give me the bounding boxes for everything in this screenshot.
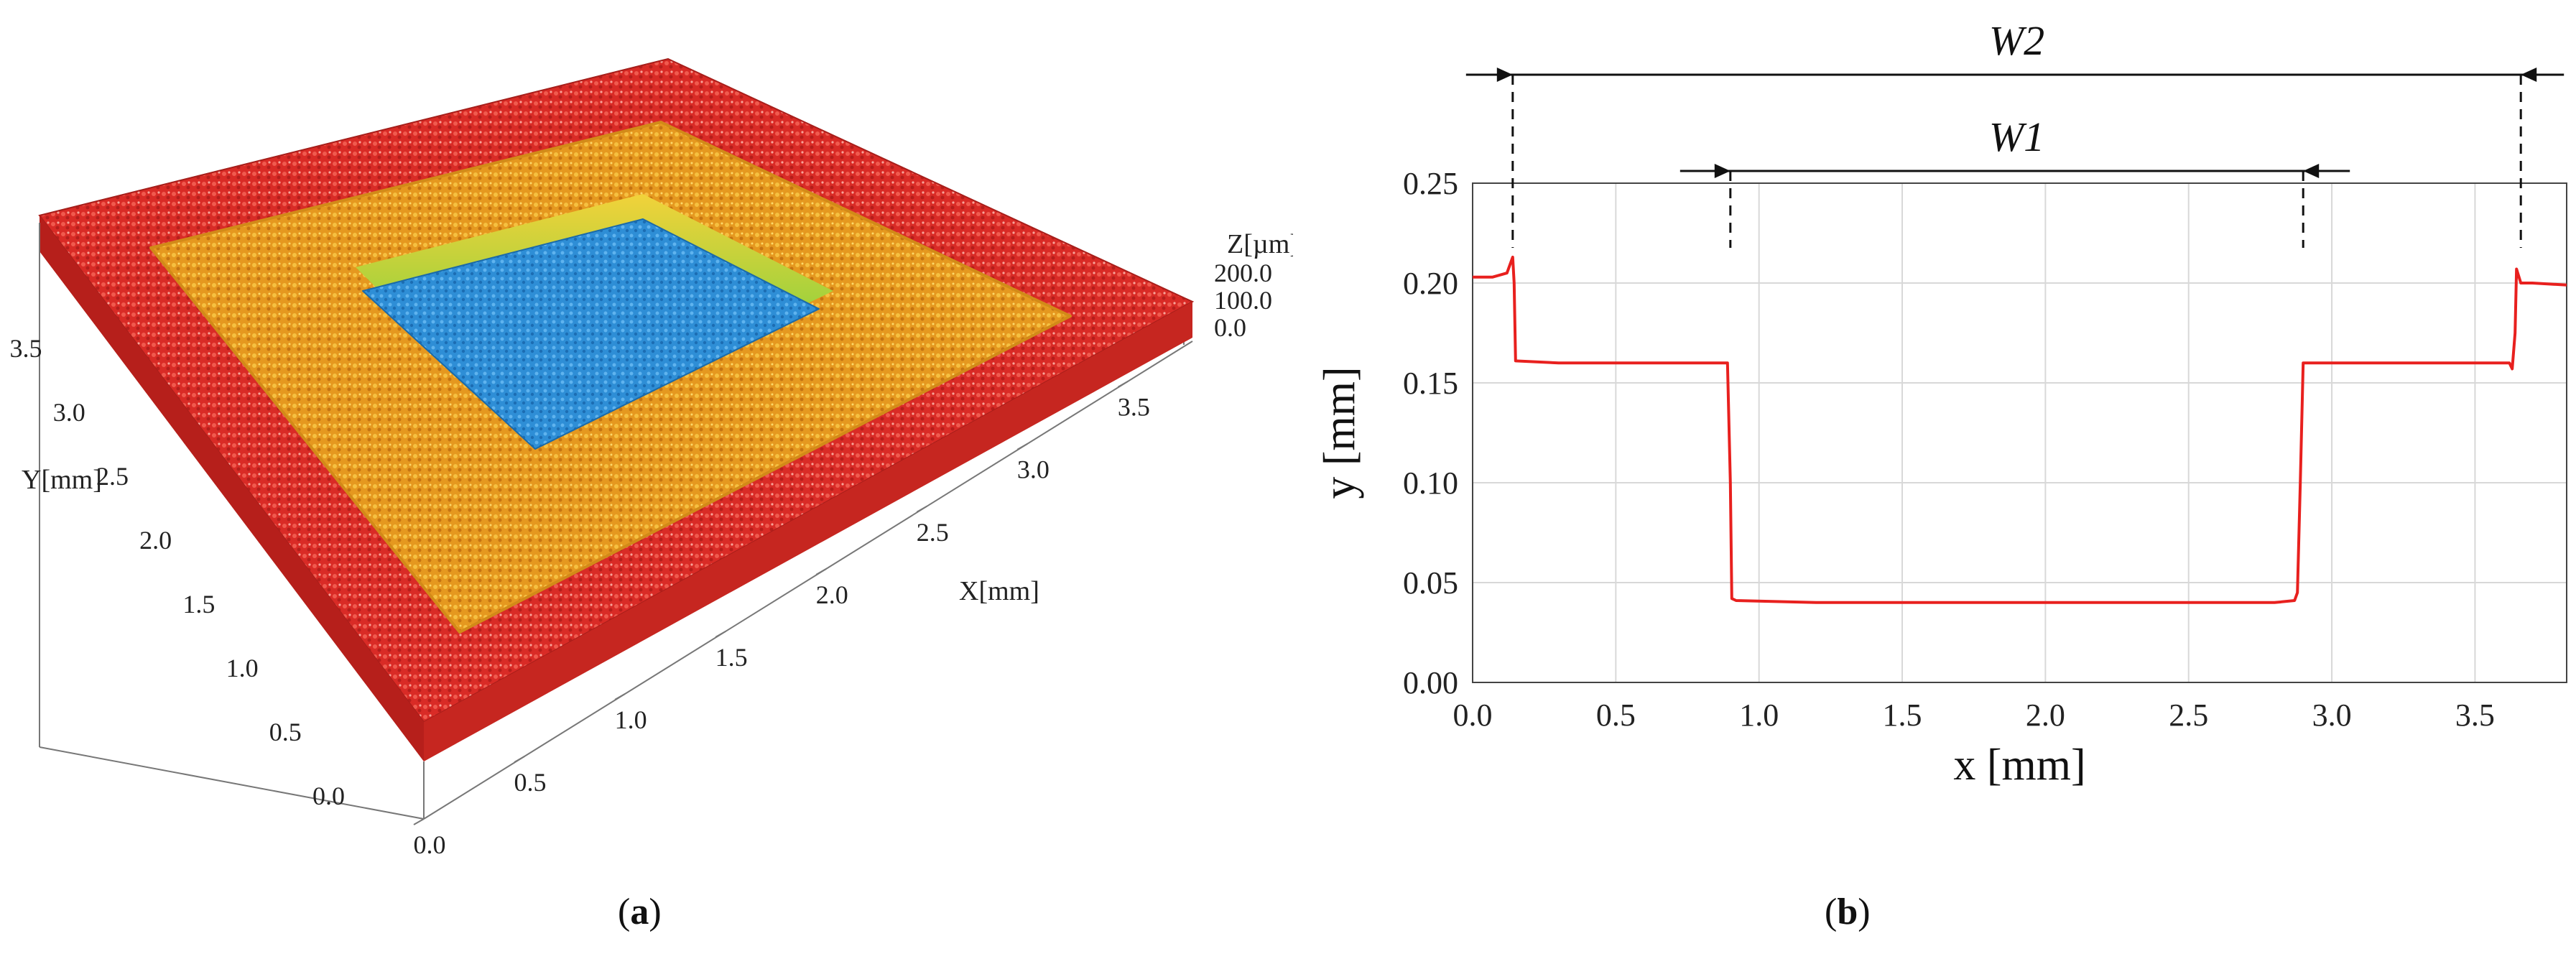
y-tick-label: 0.00 [1403,665,1458,700]
panel-a-3d-surface: 0.0 0.5 1.0 1.5 2.0 2.5 3.0 3.5 X[mm] 0.0 0.5 1.0 1.… [0,0,1299,955]
x3d-tick-label: 1.5 [715,643,748,672]
caption-open-paren: ( [1825,891,1838,932]
x3d-tick-mark [614,693,626,700]
surface-plot: 0.0 0.5 1.0 1.5 2.0 2.5 3.0 3.5 X[mm] 0.0 0.5 1.0 1.… [10,57,1299,859]
x3d-tick-label: 2.0 [816,580,848,609]
dimension-arrowhead [1496,68,1513,82]
y-tick-label: 0.05 [1403,565,1458,601]
caption-letter: b [1837,891,1858,932]
dimension-arrowhead [2303,164,2320,178]
x3d-tick-mark [715,631,726,638]
y3d-tick-label: 0.0 [312,782,345,810]
y-tick-label: 0.20 [1403,266,1458,301]
x-tick-label: 3.0 [2312,698,2352,733]
x-tick-label: 0.5 [1596,698,1636,733]
x-axis-title: x [mm] [1953,741,2085,789]
caption-letter: a [630,891,649,932]
plot-frame [1472,182,2567,683]
x3d-tick-label: 1.0 [615,705,647,734]
w1-label-dimension-label: W1 [1989,113,2044,160]
x3d-tick-label: 0.0 [414,830,446,859]
x-tick-label: 3.5 [2455,698,2495,733]
y3d-axis-title: Y[mm] [22,465,102,495]
x-axis-line [423,340,1193,820]
y-tick-label: 0.25 [1403,166,1458,201]
y3d-tick-label: 0.5 [269,718,302,746]
y3d-tick-label: 2.0 [139,526,172,555]
x-tick-label: 1.0 [1739,698,1779,733]
x3d-tick-mark [815,567,827,575]
z3d-tick-label: 100.0 [1214,286,1272,315]
panel-b-caption: (b) [1825,891,1871,933]
x3d-tick-mark [413,818,425,825]
w2-label-dimension-label: W2 [1989,17,2044,64]
x-tick-label: 0.0 [1453,698,1493,733]
x3d-tick-label: 2.5 [917,518,949,547]
x3d-tick-mark [1117,380,1129,388]
x3d-tick-label: 3.0 [1017,455,1050,484]
y3d-tick-label: 3.0 [53,398,85,427]
z3d-tick-label: 200.0 [1214,259,1272,287]
surface-front-right-side [424,302,1192,761]
x-tick-label: 1.5 [1883,698,1922,733]
surface-front-left-side [40,216,424,761]
x3d-axis-title: X[mm] [959,576,1039,606]
x3d-tick-mark [514,756,525,763]
caption-open-paren: ( [618,891,631,932]
x3d-tick-mark [916,505,927,513]
y-axis-title: y [mm] [1315,366,1364,499]
profile-line [1473,255,2567,604]
bbox-front-left [39,746,425,820]
caption-close-paren: ) [649,891,662,932]
panel-a-caption: (a) [618,891,662,933]
x3d-tick-mark [1016,443,1028,450]
panel-b-line-chart: 0.0 0.5 1.0 1.5 2.0 2.5 3.0 3.5 0.00 0.05 0.10 0.15… [1293,0,2576,955]
dimension-arrowhead [2521,68,2537,82]
profile-chart: 0.0 0.5 1.0 1.5 2.0 2.5 3.0 3.5 0.00 0.05 0.10 0.15… [1315,17,2567,789]
y-tick-label: 0.10 [1403,465,1458,501]
x3d-tick-label: 3.5 [1118,393,1150,422]
inner-pocket-surface [362,218,820,450]
z3d-axis-title: Z[µm] [1227,229,1293,259]
y3d-tick-label: 1.0 [226,654,259,682]
dimension-arrowhead [1714,164,1731,178]
x-tick-label: 2.0 [2026,698,2065,733]
z3d-tick-label: 0.0 [1214,313,1246,342]
caption-close-paren: ) [1858,891,1871,932]
x3d-tick-label: 0.5 [514,768,547,797]
y3d-tick-label: 2.5 [96,462,129,491]
x-tick-label: 2.5 [2169,698,2208,733]
y3d-tick-label: 3.5 [10,334,42,363]
y3d-tick-label: 1.5 [182,590,215,619]
y-tick-label: 0.15 [1403,366,1458,401]
